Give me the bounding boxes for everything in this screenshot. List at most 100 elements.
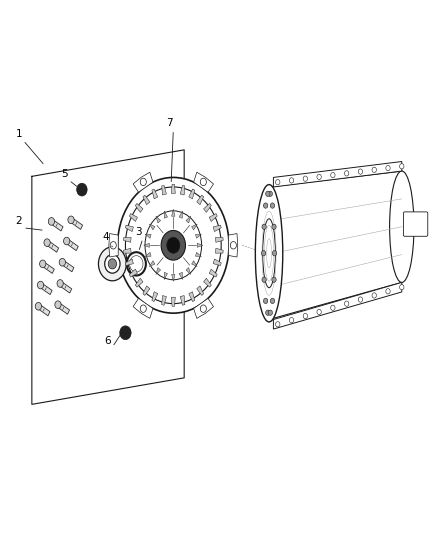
Ellipse shape	[263, 219, 276, 288]
Circle shape	[276, 321, 280, 327]
Circle shape	[35, 302, 42, 310]
Text: 2: 2	[15, 216, 22, 227]
Polygon shape	[143, 195, 150, 205]
Polygon shape	[204, 278, 211, 287]
Circle shape	[266, 310, 270, 316]
Polygon shape	[42, 262, 54, 273]
Polygon shape	[70, 218, 82, 229]
Polygon shape	[197, 243, 203, 247]
Polygon shape	[109, 233, 118, 257]
Circle shape	[140, 178, 146, 185]
Polygon shape	[152, 292, 158, 302]
Polygon shape	[269, 171, 402, 319]
Polygon shape	[133, 172, 153, 192]
Polygon shape	[152, 189, 158, 199]
Polygon shape	[194, 172, 213, 192]
Polygon shape	[143, 286, 150, 295]
Polygon shape	[129, 214, 138, 221]
Circle shape	[105, 255, 120, 273]
Ellipse shape	[390, 171, 414, 282]
Circle shape	[263, 203, 268, 208]
Circle shape	[77, 183, 87, 196]
Circle shape	[268, 310, 272, 316]
Circle shape	[108, 259, 117, 269]
Circle shape	[358, 169, 363, 174]
Circle shape	[263, 298, 268, 304]
Polygon shape	[189, 189, 195, 199]
Polygon shape	[228, 233, 238, 257]
Circle shape	[140, 305, 146, 312]
Circle shape	[290, 178, 294, 183]
Circle shape	[270, 298, 275, 304]
Polygon shape	[133, 298, 153, 318]
Ellipse shape	[255, 184, 283, 322]
Circle shape	[331, 173, 335, 178]
Polygon shape	[39, 283, 52, 295]
Polygon shape	[144, 243, 149, 247]
Circle shape	[44, 239, 50, 246]
Circle shape	[110, 241, 116, 249]
Text: 5: 5	[61, 169, 68, 179]
Polygon shape	[145, 234, 151, 238]
Circle shape	[372, 167, 376, 173]
Polygon shape	[50, 220, 63, 231]
Circle shape	[386, 165, 390, 171]
Circle shape	[99, 247, 126, 281]
Circle shape	[345, 301, 349, 306]
Circle shape	[120, 326, 131, 340]
Circle shape	[48, 217, 55, 225]
Polygon shape	[135, 278, 143, 287]
Circle shape	[117, 177, 229, 313]
Polygon shape	[172, 209, 175, 216]
Polygon shape	[164, 272, 167, 280]
Polygon shape	[180, 185, 185, 195]
Polygon shape	[213, 225, 221, 231]
Polygon shape	[192, 261, 197, 266]
Circle shape	[345, 171, 349, 176]
Polygon shape	[149, 224, 155, 230]
Text: 4: 4	[102, 232, 109, 243]
Circle shape	[262, 277, 266, 282]
Circle shape	[358, 297, 363, 302]
Circle shape	[266, 191, 270, 197]
Circle shape	[399, 285, 404, 290]
Polygon shape	[273, 282, 402, 329]
Text: 1: 1	[15, 129, 22, 139]
Polygon shape	[124, 237, 131, 243]
Text: 3: 3	[135, 227, 142, 237]
Polygon shape	[66, 239, 78, 251]
Polygon shape	[215, 237, 223, 243]
Polygon shape	[213, 259, 221, 265]
Polygon shape	[124, 248, 131, 253]
Circle shape	[64, 237, 70, 245]
Circle shape	[167, 237, 180, 253]
Circle shape	[386, 289, 390, 294]
Polygon shape	[164, 211, 167, 218]
Circle shape	[272, 224, 276, 229]
Polygon shape	[156, 216, 161, 223]
Polygon shape	[149, 261, 155, 266]
Text: 7: 7	[166, 118, 172, 128]
Circle shape	[59, 259, 65, 266]
Polygon shape	[209, 214, 217, 221]
Polygon shape	[195, 252, 201, 256]
FancyBboxPatch shape	[403, 212, 428, 236]
Polygon shape	[186, 216, 191, 223]
Circle shape	[317, 174, 321, 180]
Circle shape	[161, 230, 185, 260]
Circle shape	[331, 305, 335, 310]
Polygon shape	[197, 195, 204, 205]
Circle shape	[262, 224, 266, 229]
Polygon shape	[192, 224, 197, 230]
Polygon shape	[194, 298, 213, 318]
Circle shape	[268, 191, 272, 197]
Polygon shape	[273, 161, 402, 187]
Polygon shape	[162, 296, 166, 305]
Circle shape	[276, 180, 280, 185]
Polygon shape	[46, 240, 59, 252]
Polygon shape	[129, 269, 138, 277]
Polygon shape	[172, 274, 175, 281]
Polygon shape	[171, 297, 175, 306]
Polygon shape	[37, 304, 50, 316]
Polygon shape	[162, 185, 166, 195]
